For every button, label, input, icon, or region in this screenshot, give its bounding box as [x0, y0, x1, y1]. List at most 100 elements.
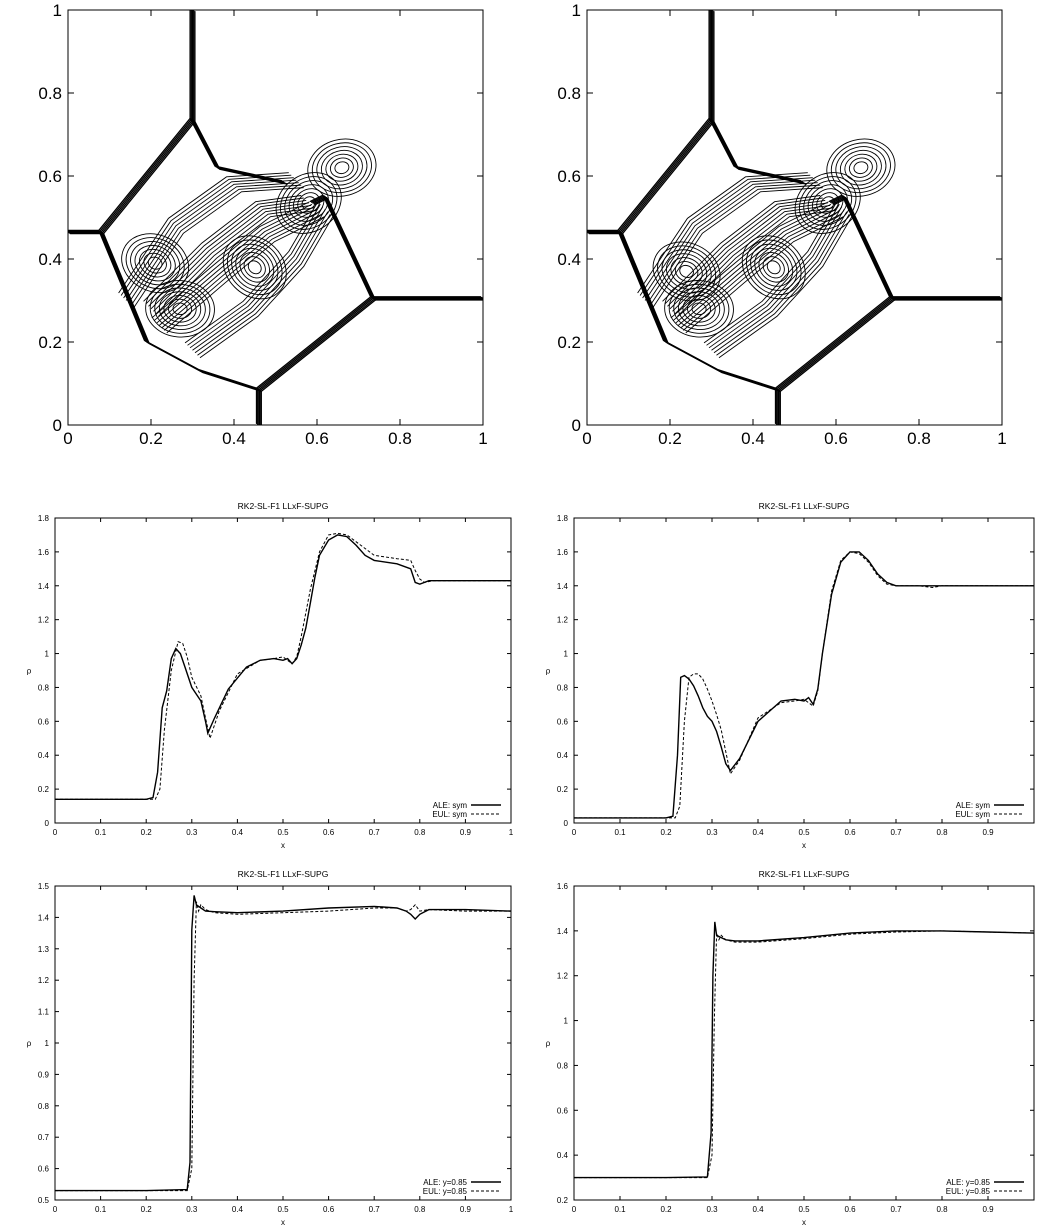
shock-contour [833, 197, 896, 301]
shock-contour [777, 297, 893, 391]
line-panel-middle-right: RK2-SL-F1 LLxF-SUPG 0 0.1 0.2 0.3 0.4 0.5 0.6 0.… [519, 490, 1038, 860]
contour-panel-right: 0 0.2 0.4 0.6 0.8 1 0 0.2 0.4 0.6 0.8 1 [519, 0, 1038, 460]
jet-contour [703, 201, 838, 344]
y-tick-label: 0.4 [557, 1151, 569, 1160]
jet-contour [156, 206, 315, 324]
y-tick-label: 1.4 [38, 913, 50, 922]
jet-contour [189, 206, 324, 349]
y-tick-label: 1.1 [38, 1008, 50, 1017]
line-chart-middle-left: RK2-SL-F1 LLxF-SUPG 0 0.1 0.2 0.3 0.4 0.5 0.6 0.… [27, 501, 514, 850]
y-tick-label: 1.2 [557, 972, 569, 981]
jet-contour [718, 216, 853, 359]
series-line-ale [574, 551, 1034, 819]
vortex-contour [172, 302, 188, 316]
x-tick-label: 0.5 [798, 1205, 810, 1214]
shock-contour [99, 230, 259, 390]
shock-contour [618, 230, 778, 390]
y-tick-label: 0.2 [557, 1196, 569, 1205]
y-tick-label: 1 [572, 1, 581, 20]
x-tick-label: 0.7 [369, 1205, 381, 1214]
vortex-contour [794, 172, 861, 234]
jet-contour [187, 203, 321, 346]
legend-label: EUL: sym [432, 810, 467, 819]
jet-contour [672, 205, 831, 312]
x-tick-label: 0.8 [414, 1205, 426, 1214]
y-tick-label: 0.6 [557, 167, 581, 186]
vortex-contour [143, 252, 167, 274]
y-tick-label: 1.6 [557, 882, 569, 891]
y-tick-label: 1.2 [38, 976, 50, 985]
shock-contour [617, 117, 710, 232]
jet-contour [118, 172, 289, 294]
y-tick-label: 1.8 [557, 514, 569, 523]
jet-contour [711, 208, 845, 351]
x-tick-label: 1 [997, 429, 1006, 448]
x-tick-label: 0.2 [660, 828, 672, 837]
x-tick-label: 0 [572, 828, 577, 837]
y-tick-label: 0.2 [557, 333, 581, 352]
jet-contour [133, 187, 304, 309]
y-axis-label: ρ [27, 1039, 32, 1048]
jet-contour [150, 202, 309, 310]
y-tick-label: 0.8 [38, 683, 50, 692]
series-line-eul [55, 532, 511, 800]
x-tick-label: 0.6 [305, 429, 329, 448]
y-tick-label: 1.2 [38, 616, 50, 625]
series-line-eul [574, 551, 1034, 819]
jet-contour [128, 182, 299, 304]
x-tick-label: 0.9 [460, 1205, 472, 1214]
jet-contour [166, 216, 325, 334]
shock-contour [258, 297, 374, 391]
jet-contour [154, 203, 313, 321]
x-tick-label: 0.9 [460, 828, 472, 837]
jet-contour [673, 203, 832, 321]
shock-contour [619, 119, 713, 233]
x-tick-label: 0.9 [982, 1205, 994, 1214]
vortex-contour [284, 180, 334, 226]
legend-label: EUL: y=0.85 [423, 1187, 468, 1196]
jet-contour [145, 197, 304, 305]
x-tick-label: 0.4 [232, 828, 244, 837]
vortex-contour [307, 138, 377, 197]
x-tick-label: 0.6 [844, 1205, 856, 1214]
chart-title: RK2-SL-F1 LLxF-SUPG [238, 869, 329, 879]
y-tick-label: 1.5 [38, 882, 50, 891]
y-tick-label: 1.4 [557, 927, 569, 936]
shock-contour [828, 194, 891, 298]
x-tick-label: 0.1 [614, 828, 626, 837]
vortex-contour [679, 264, 694, 278]
x-tick-label: 0.4 [222, 429, 246, 448]
vortex-contour [830, 142, 891, 194]
vortex-contour [121, 233, 190, 294]
jet-contour [148, 200, 307, 307]
shock-contour [313, 196, 375, 300]
vortex-contour [134, 244, 176, 282]
line-chart-bottom-left: RK2-SL-F1 LLxF-SUPG 0 0.1 0.2 0.3 0.4 0.5 0.6 0.… [27, 869, 514, 1227]
shock-contour [618, 118, 711, 232]
shock-contour [101, 120, 195, 234]
x-tick-label: 0.8 [388, 429, 412, 448]
x-axis-label: x [281, 841, 285, 850]
x-tick-label: 0.5 [798, 828, 810, 837]
vortex-contour [745, 239, 802, 296]
series-line-eul [574, 930, 1035, 1179]
shock-contour [100, 119, 194, 233]
series-line-eul [55, 901, 511, 1192]
contour-plot-right: 0 0.2 0.4 0.6 0.8 1 0 0.2 0.4 0.6 0.8 1 [557, 1, 1006, 448]
x-axis-label: x [802, 841, 806, 850]
vortex-contour [145, 280, 215, 338]
x-tick-label: 0 [572, 1205, 577, 1214]
shock-contour [98, 117, 191, 232]
contour-panel-left: 0 0.2 0.4 0.6 0.8 1 0 0.2 0.4 0.6 0.8 1 [0, 0, 519, 460]
y-tick-label: 1.4 [557, 582, 569, 591]
line-panel-middle-left: RK2-SL-F1 LLxF-SUPG 0 0.1 0.2 0.3 0.4 0.5 0.6 0.… [0, 490, 519, 860]
x-tick-label: 0.3 [186, 828, 198, 837]
jet-contour [678, 208, 837, 326]
legend-label: ALE: sym [433, 801, 468, 810]
x-tick-label: 0.6 [323, 1205, 335, 1214]
y-tick-label: 1.3 [38, 945, 50, 954]
series-line-ale [55, 895, 512, 1192]
jet-contour [644, 179, 816, 301]
jet-contour [197, 213, 331, 356]
jet-contour [130, 184, 302, 306]
